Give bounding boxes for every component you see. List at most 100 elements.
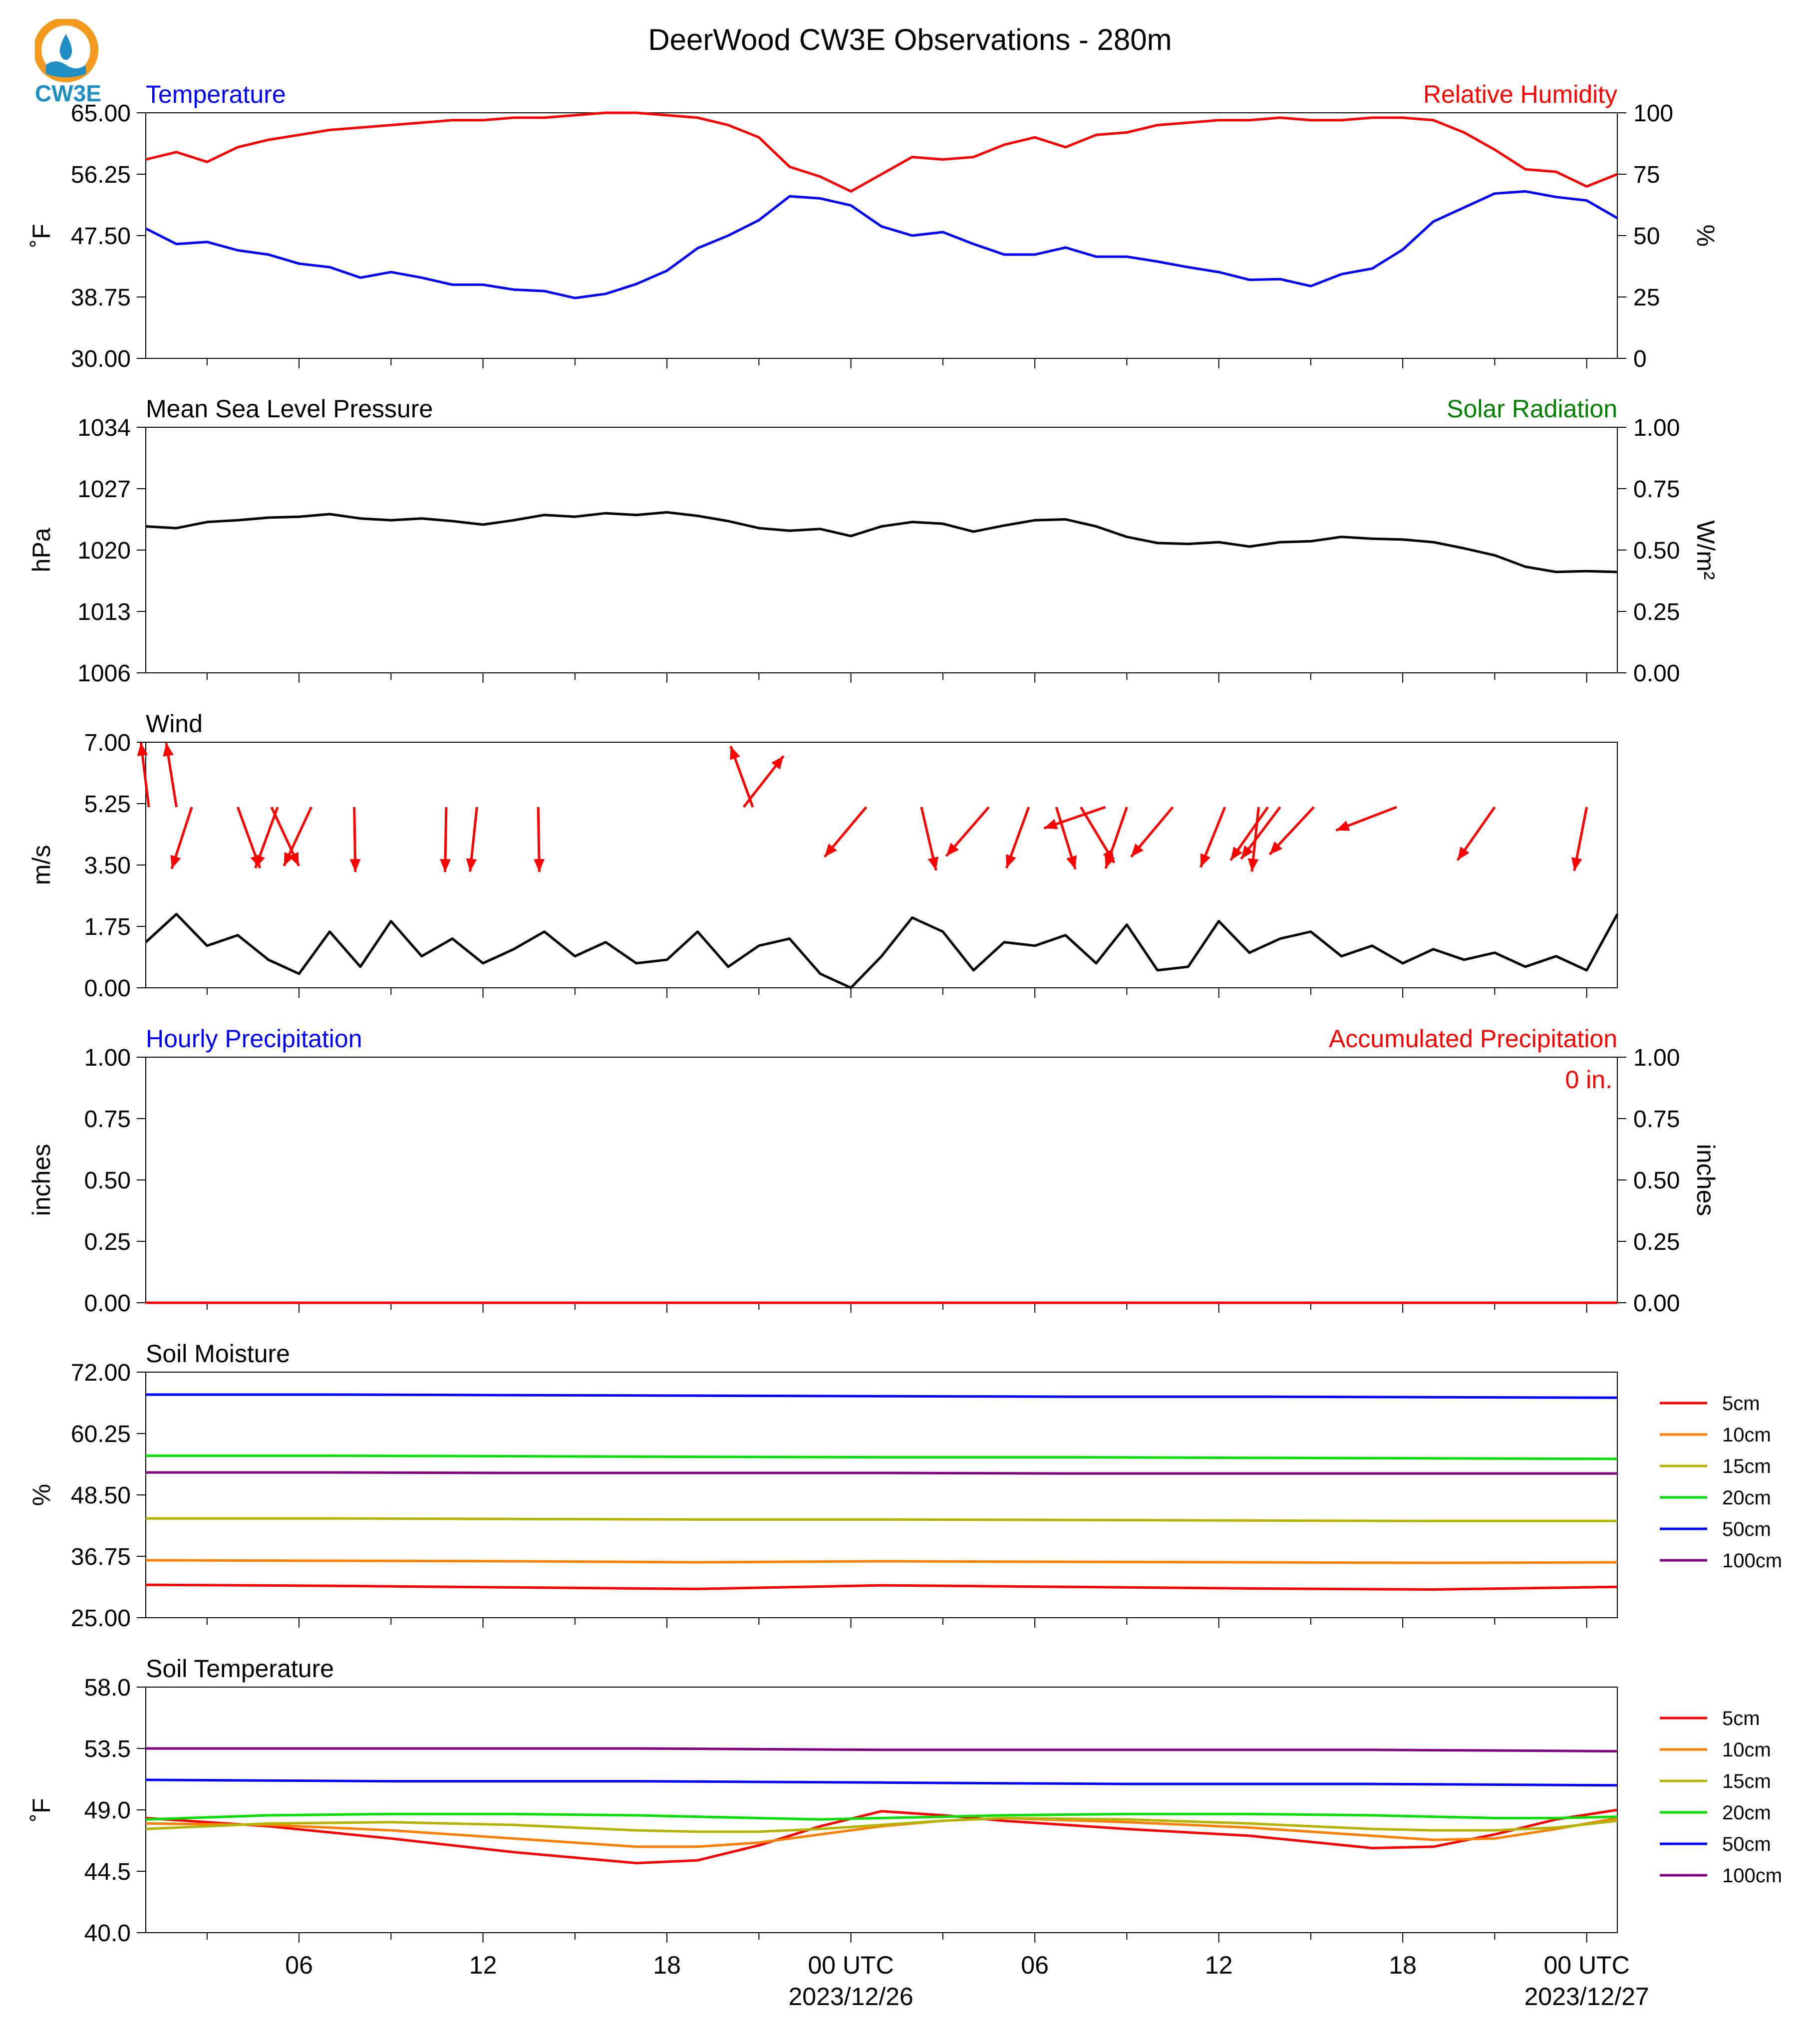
y-tick-label-right: 100 <box>1633 100 1673 127</box>
panel-frame <box>145 1687 1618 1933</box>
x-tick-date-label: 2023/12/26 <box>788 1983 913 2011</box>
panel-soil_temperature <box>137 1687 1707 1943</box>
wind-arrow-head <box>255 854 265 869</box>
panel-title-right: Accumulated Precipitation <box>1329 1025 1617 1053</box>
y-tick-label-right: 0.00 <box>1633 1290 1680 1317</box>
panel-wind <box>137 742 1619 998</box>
y-axis-label-left: ˚F <box>27 224 55 247</box>
y-tick-label-left: 25.00 <box>71 1605 131 1632</box>
wind-arrow-head <box>440 859 451 872</box>
wind-arrow-head <box>1247 858 1259 872</box>
x-tick-label: 06 <box>285 1951 313 1979</box>
y-tick-label-left: 38.75 <box>71 285 131 311</box>
legend-label: 20cm <box>1722 1487 1771 1509</box>
y-tick-label-left: 72.00 <box>71 1360 131 1386</box>
y-tick-label-left: 3.50 <box>84 853 131 879</box>
legend-label: 15cm <box>1722 1455 1771 1477</box>
wind-arrow-head <box>1105 854 1115 869</box>
y-tick-label-left: 0.00 <box>84 975 131 1002</box>
logo: CW3E <box>33 17 101 106</box>
wind-arrow-head <box>137 742 148 756</box>
panel-title-left: Temperature <box>146 80 286 108</box>
panel-soil_moisture <box>137 1372 1707 1628</box>
panel-frame <box>145 742 1618 988</box>
panel-title-left: Hourly Precipitation <box>146 1025 362 1053</box>
y-axis-label-right: inches <box>1692 1144 1720 1216</box>
y-tick-label-left: 56.25 <box>71 162 131 188</box>
y-tick-label-right: 0.50 <box>1633 538 1680 564</box>
wind-arrow-head <box>284 852 295 866</box>
panel-frame <box>145 112 1618 359</box>
y-axis-label-left: % <box>27 1484 55 1506</box>
y-tick-label-right: 50 <box>1633 223 1660 250</box>
wind-arrow-head <box>1571 857 1582 871</box>
y-tick-label-right: 1.00 <box>1633 1045 1680 1071</box>
legend-label: 10cm <box>1722 1424 1771 1446</box>
y-tick-label-left: 1034 <box>77 415 131 441</box>
y-tick-label-left: 48.50 <box>71 1482 131 1509</box>
y-tick-label-left: 1013 <box>77 599 131 625</box>
y-axis-label-right: W/m² <box>1692 520 1720 579</box>
wind-arrow-head <box>1200 853 1211 868</box>
y-tick-label-right: 0.25 <box>1633 1229 1680 1255</box>
y-tick-label-left: 30.00 <box>71 346 131 372</box>
y-axis-label-left: inches <box>27 1144 55 1216</box>
y-axis-label-left: m/s <box>27 845 55 885</box>
precip-total-annotation: 0 in. <box>1565 1066 1612 1094</box>
wind-arrow-head <box>1336 821 1350 831</box>
x-tick-label: 00 UTC <box>808 1951 894 1979</box>
y-tick-label-left: 0.50 <box>84 1167 131 1194</box>
chart-title: DeerWood CW3E Observations - 280m <box>648 23 1172 56</box>
panel-title-right: Solar Radiation <box>1447 395 1617 423</box>
panel-precipitation <box>137 1057 1626 1313</box>
wind-arrow-head <box>1269 841 1282 855</box>
y-tick-label-left: 0.25 <box>84 1229 131 1255</box>
y-axis-label-left: ˚F <box>27 1798 55 1821</box>
legend-label: 100cm <box>1722 1550 1782 1572</box>
x-tick-label: 18 <box>1389 1951 1417 1979</box>
wind-arrow-head <box>1230 847 1243 861</box>
panel-title-left: Mean Sea Level Pressure <box>146 395 433 423</box>
series-line-5cm <box>145 1583 1618 1591</box>
series-line-wind-speed <box>145 912 1619 989</box>
y-tick-label-left: 49.0 <box>84 1797 131 1824</box>
panel-temperature_humidity <box>137 111 1626 368</box>
x-tick-label: 00 UTC <box>1543 1951 1629 1979</box>
logo-text: CW3E <box>35 80 101 106</box>
y-tick-label-left: 1027 <box>77 476 131 503</box>
wind-arrow-head <box>730 746 740 760</box>
y-tick-label-right: 0 <box>1633 346 1647 372</box>
series-line-temperature <box>145 190 1618 299</box>
panel-frame <box>145 427 1618 673</box>
wind-arrow-head <box>466 858 477 872</box>
series-line-10cm <box>145 1559 1618 1564</box>
wind-arrow-head <box>1241 845 1253 859</box>
legend-label: 10cm <box>1722 1739 1771 1761</box>
wind-arrow-head <box>1066 855 1077 869</box>
x-tick-label: 18 <box>653 1951 681 1979</box>
legend-label: 15cm <box>1722 1770 1771 1792</box>
wind-arrow-head <box>1131 843 1144 857</box>
wind-arrow-head <box>1005 854 1016 869</box>
panel-title-right: Relative Humidity <box>1423 80 1617 108</box>
series-line-20cm <box>146 1454 1618 1460</box>
wind-arrow-head <box>946 843 959 857</box>
panel-title-left: Soil Moisture <box>146 1340 290 1368</box>
wind-arrow-head <box>349 859 361 872</box>
y-tick-label-left: 65.00 <box>71 100 131 127</box>
panel-pressure_solar <box>137 427 1626 683</box>
y-tick-label-left: 7.00 <box>84 730 131 756</box>
y-tick-label-left: 1.00 <box>84 1045 131 1071</box>
wind-arrow-head <box>824 843 837 857</box>
panel-title-left: Soil Temperature <box>146 1655 334 1683</box>
y-tick-label-left: 1020 <box>77 538 131 564</box>
legend-label: 5cm <box>1722 1708 1760 1730</box>
y-tick-label-right: 0.50 <box>1633 1167 1680 1194</box>
y-tick-label-left: 1006 <box>77 660 131 687</box>
wind-arrow-head <box>1044 819 1058 830</box>
series-line-20cm <box>145 1812 1618 1821</box>
panel-frame <box>145 1057 1618 1303</box>
wind-arrow-head <box>534 859 545 872</box>
series-line-50cm <box>145 1778 1618 1787</box>
